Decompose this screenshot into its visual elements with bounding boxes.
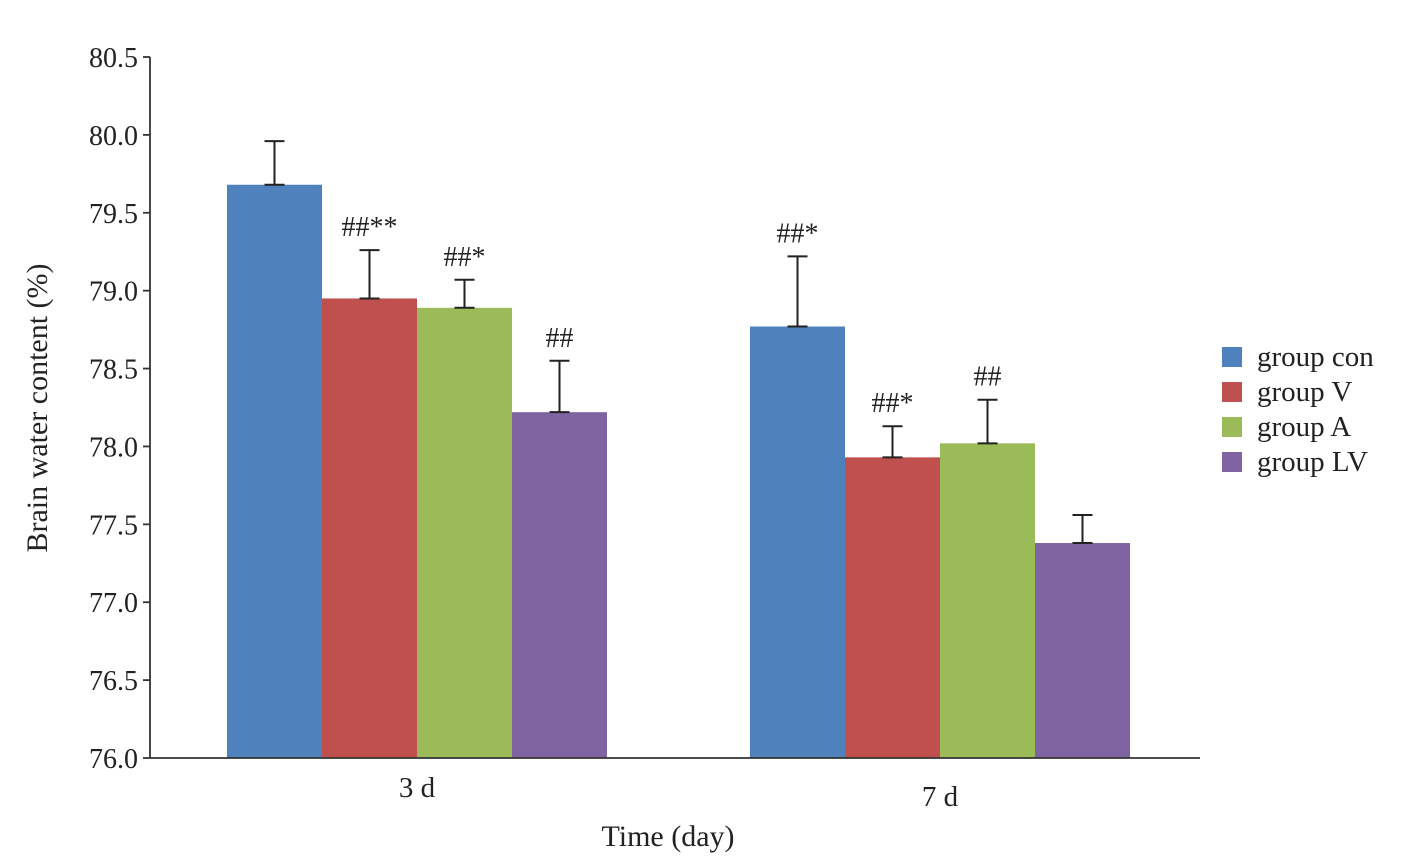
significance-label: ##** bbox=[342, 212, 398, 243]
significance-label: ## bbox=[546, 323, 574, 354]
significance-label: ##* bbox=[444, 242, 486, 273]
legend-label: group LV bbox=[1257, 446, 1368, 478]
bar bbox=[227, 184, 322, 758]
bar bbox=[940, 443, 1035, 758]
x-tick-label: 7 d bbox=[922, 781, 959, 813]
y-tick-label: 80.5 bbox=[89, 43, 138, 74]
legend-label: group V bbox=[1257, 376, 1352, 408]
x-axis: 3 d 7 d bbox=[150, 757, 1200, 813]
y-tick-label: 79.0 bbox=[89, 277, 138, 308]
y-tick-label: 76.5 bbox=[89, 666, 138, 697]
x-axis-title: Time (day) bbox=[601, 820, 734, 853]
y-axis-title: Brain water content (%) bbox=[21, 263, 54, 552]
legend-swatch bbox=[1222, 347, 1242, 367]
legend-label: group con bbox=[1257, 341, 1374, 373]
x-tick-label: 3 d bbox=[399, 772, 436, 804]
plot-area: ##** ##* ## ##* ##* ## bbox=[227, 140, 1130, 758]
bar bbox=[750, 326, 845, 758]
legend-swatch bbox=[1222, 417, 1242, 437]
significance-label: ##* bbox=[777, 218, 819, 249]
y-tick-label: 80.0 bbox=[89, 121, 138, 152]
legend-swatch bbox=[1222, 382, 1242, 402]
legend-swatch bbox=[1222, 452, 1242, 472]
y-tick-label: 79.5 bbox=[89, 199, 138, 230]
y-tick-label: 77.0 bbox=[89, 588, 138, 619]
y-tick-label: 78.0 bbox=[89, 432, 138, 463]
bar bbox=[417, 307, 512, 758]
significance-label: ## bbox=[974, 362, 1002, 393]
significance-label: ##* bbox=[872, 388, 914, 419]
bar bbox=[845, 457, 940, 758]
bar bbox=[1035, 543, 1130, 758]
legend-label: group A bbox=[1257, 411, 1351, 443]
y-tick-label: 78.5 bbox=[89, 355, 138, 386]
y-tick-label: 76.0 bbox=[89, 744, 138, 775]
y-tick-label: 77.5 bbox=[89, 510, 138, 541]
bar bbox=[512, 412, 607, 758]
bar bbox=[322, 298, 417, 758]
y-axis: 76.0 76.5 77.0 77.5 78.0 78.5 79.0 79.5 80.0 80.5 bbox=[89, 43, 151, 775]
